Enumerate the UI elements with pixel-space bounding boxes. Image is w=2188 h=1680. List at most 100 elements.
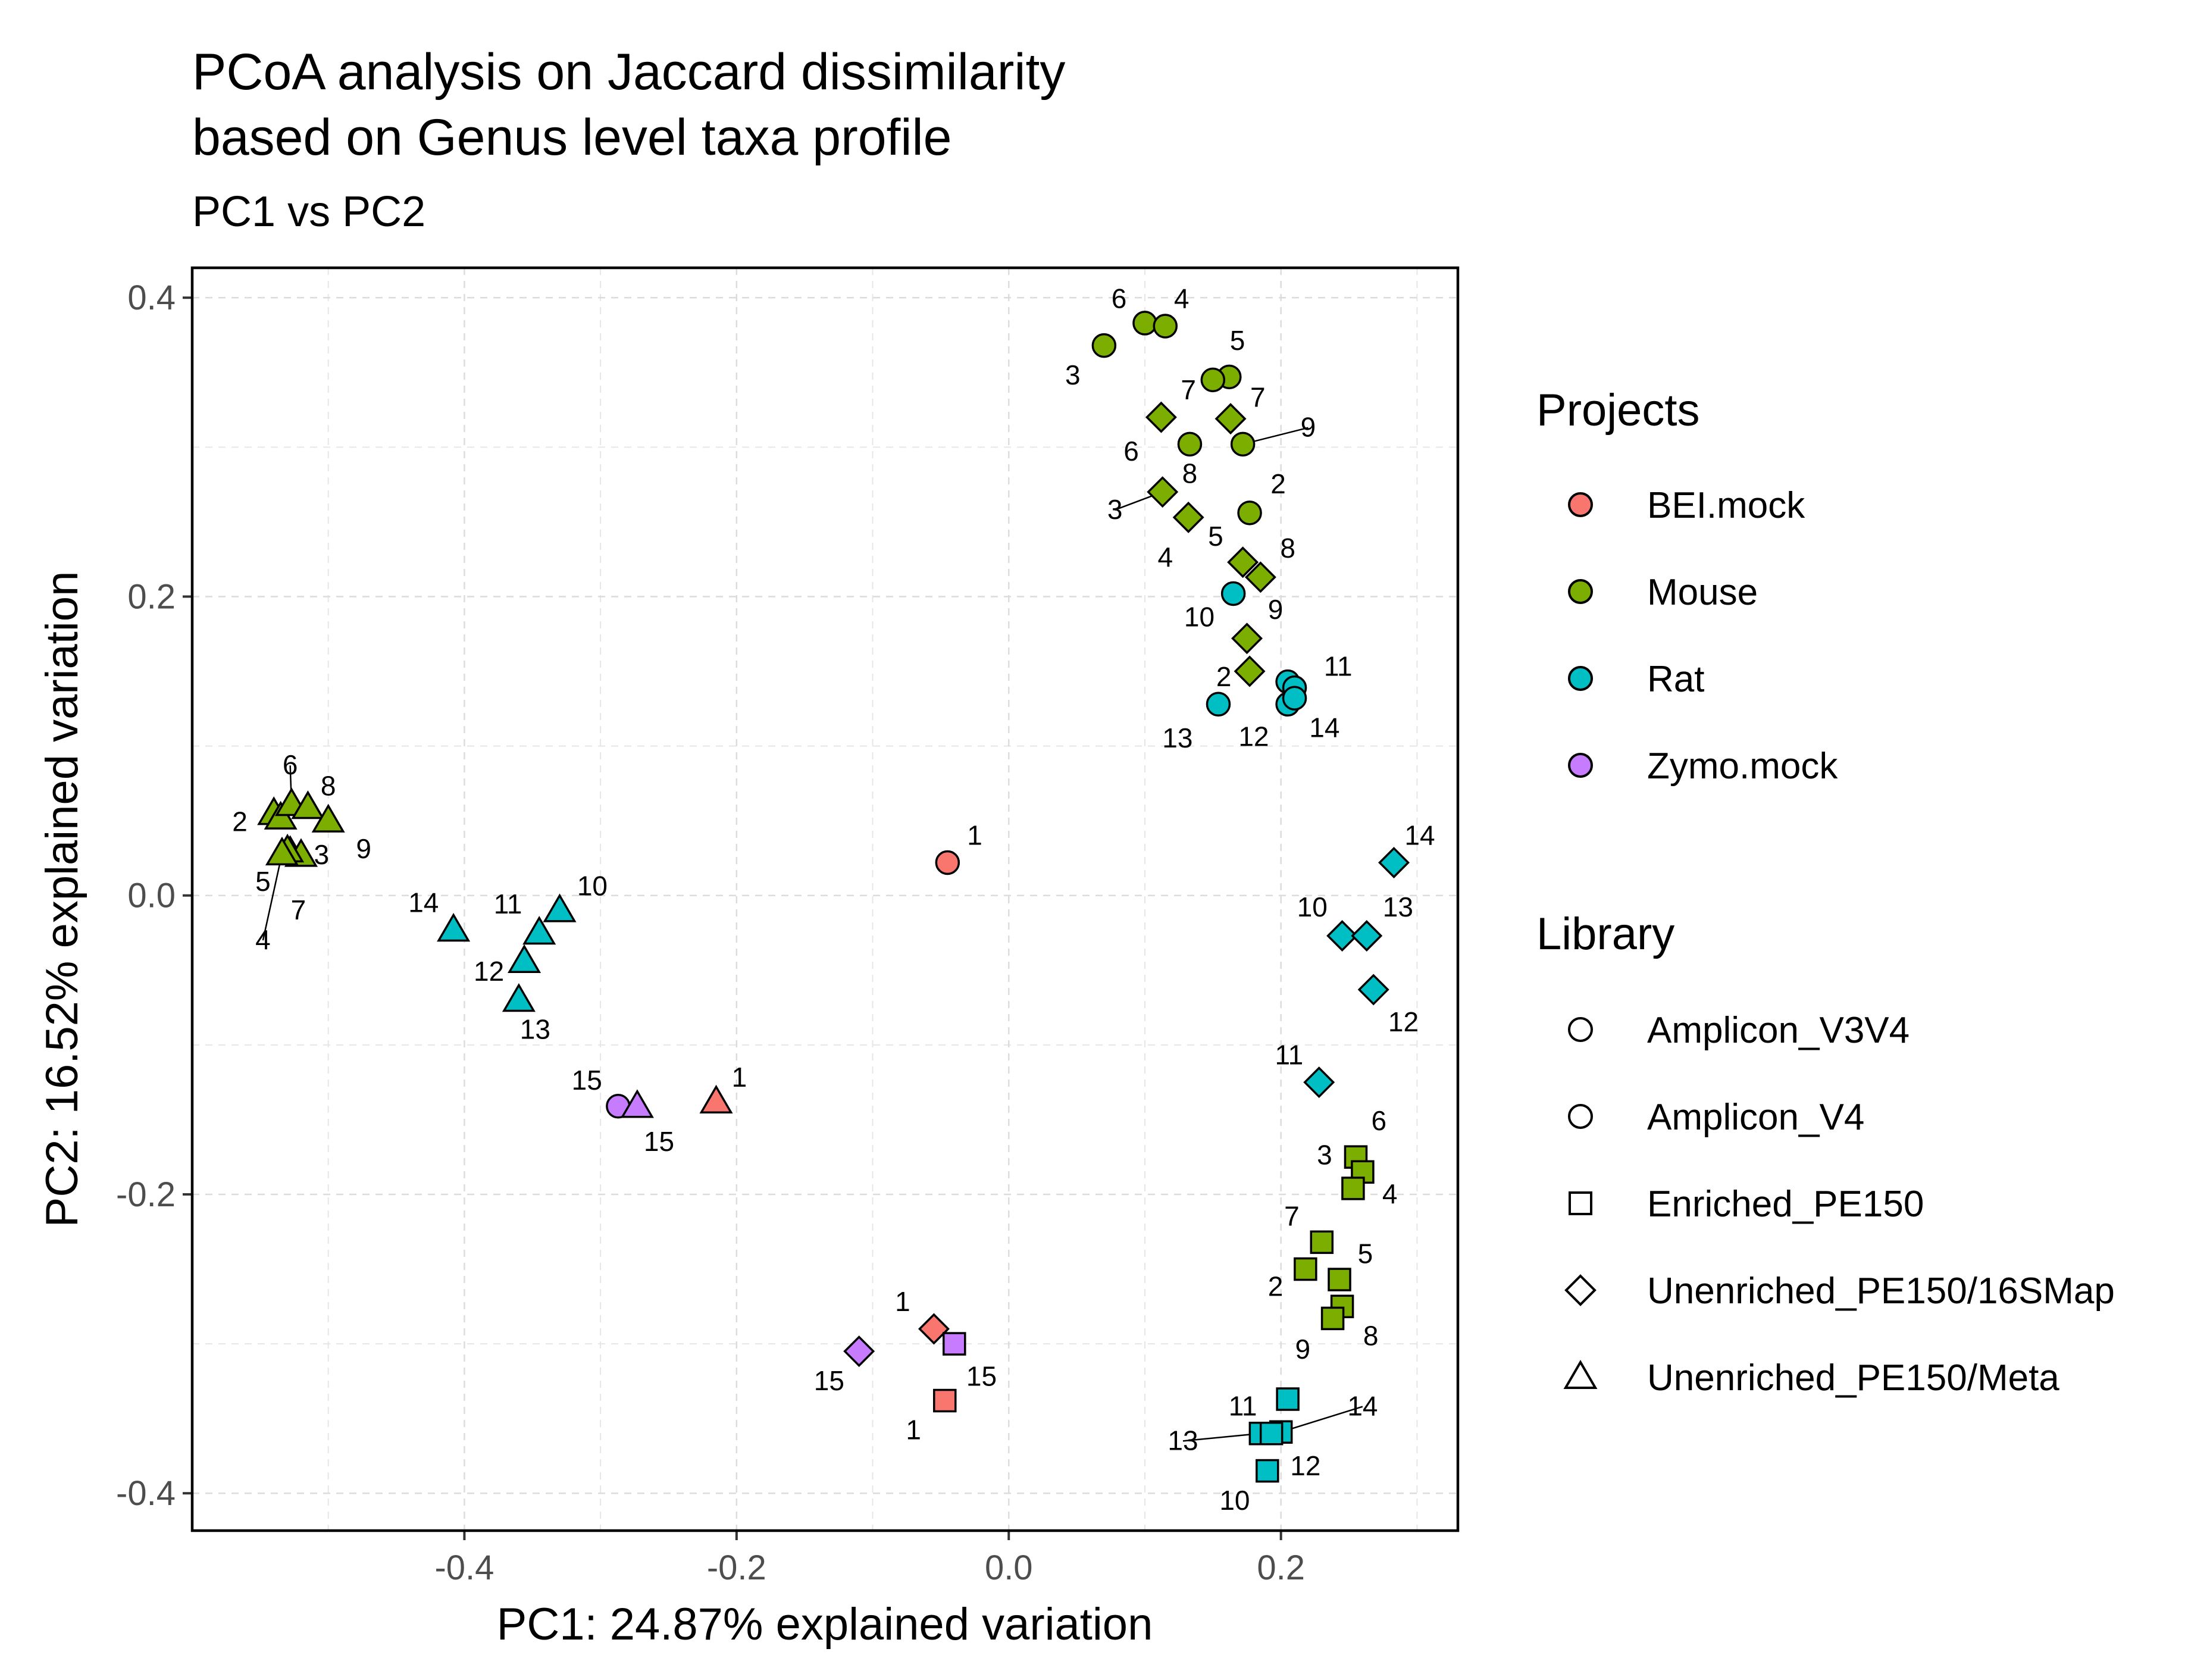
point-label: 5 [1358, 1238, 1373, 1269]
point-label: 10 [577, 871, 608, 902]
point-label: 10 [1184, 602, 1214, 633]
point-label: 9 [1301, 412, 1316, 443]
point-label: 3 [1317, 1140, 1332, 1171]
data-point [1294, 1257, 1317, 1281]
data-point [699, 1084, 733, 1114]
point-label: 11 [1275, 1039, 1304, 1070]
data-point [265, 836, 299, 866]
data-point [1227, 546, 1259, 578]
legend-key [1568, 1104, 1593, 1129]
point-label: 8 [1182, 458, 1198, 489]
y-tick-label: 0.4 [127, 279, 176, 317]
point-label: 7 [1250, 381, 1266, 412]
legend-key [1568, 666, 1593, 691]
point-label: 13 [1162, 722, 1192, 753]
data-point [1328, 1268, 1351, 1291]
legend-library-label: Amplicon_V4 [1647, 1097, 1864, 1138]
data-point [1378, 846, 1410, 878]
point-label: 9 [356, 833, 371, 864]
legend-projects-label: Rat [1647, 659, 1704, 700]
legend-projects-title: Projects [1536, 385, 1700, 436]
legend-key [1568, 492, 1593, 517]
point-label: 2 [1268, 1271, 1284, 1302]
data-point [543, 893, 577, 922]
x-tick-label: 0.2 [1257, 1548, 1305, 1587]
point-label: 6 [283, 749, 298, 780]
axis-ticks: -0.4 -0.2 0.0 0.2 -0.4 -0.2 0.0 0.2 0.4 [116, 279, 1305, 1587]
legend-key [1568, 1017, 1593, 1042]
y-tick-label: -0.2 [116, 1175, 176, 1214]
data-point [943, 1332, 966, 1356]
point-label: 14 [408, 887, 439, 918]
legend-projects-items: BEI.mock Mouse Rat Zymo.mock [1568, 485, 1838, 787]
label-connector [1182, 1432, 1261, 1442]
legend-projects-label: Mouse [1647, 572, 1758, 613]
data-point [1230, 431, 1256, 457]
data-point [1200, 367, 1226, 393]
point-label: 9 [1268, 594, 1284, 625]
legend-key [1568, 753, 1593, 778]
data-point [1220, 581, 1246, 606]
point-label: 11 [494, 889, 522, 919]
data-point [291, 790, 325, 819]
y-axis-label: PC2: 16.52% explained variation [37, 571, 87, 1228]
label-connector [262, 853, 283, 941]
point-label: 6 [1372, 1105, 1387, 1136]
data-point [1320, 1306, 1345, 1331]
legend-library-label: Unenriched_PE150/16SMap [1647, 1271, 2115, 1312]
point-label: 1 [732, 1062, 747, 1093]
point-label: 9 [1295, 1334, 1310, 1365]
data-point [1310, 1230, 1334, 1254]
y-tick-label: 0.2 [127, 577, 176, 616]
data-point [1145, 401, 1177, 433]
data-point [1326, 920, 1358, 952]
data-point [311, 803, 345, 833]
data-point [1276, 1387, 1300, 1411]
data-point [1256, 1459, 1279, 1483]
data-point [1357, 974, 1389, 1006]
grid-lines [192, 268, 1458, 1531]
point-label: 13 [520, 1014, 550, 1045]
point-label: 12 [1290, 1450, 1320, 1481]
point-label: 4 [1174, 283, 1190, 314]
x-tick-label: 0.0 [985, 1548, 1033, 1587]
point-label: 14 [1309, 712, 1339, 743]
data-point [1341, 1177, 1365, 1200]
data-point [1234, 655, 1266, 687]
plot-panel-border [190, 266, 1460, 1532]
legend-library-title: Library [1536, 909, 1674, 959]
legend-key [1569, 1191, 1592, 1215]
legend-library-label: Unenriched_PE150/Meta [1647, 1357, 2059, 1399]
legend-projects-label: Zymo.mock [1647, 746, 1838, 787]
point-label: 1 [906, 1415, 921, 1446]
data-point [437, 912, 471, 942]
y-tick-label: 0.0 [127, 877, 176, 915]
point-label: 10 [1219, 1485, 1250, 1516]
point-label: 7 [291, 894, 306, 925]
point-label: 2 [1270, 468, 1286, 499]
legend-library-items: Amplicon_V3V4 Amplicon_V4 Enriched_PE150 Un… [1563, 1010, 2115, 1399]
point-label: 6 [1123, 436, 1139, 467]
point-label: 1 [895, 1286, 910, 1317]
point-label: 5 [255, 866, 271, 897]
chart-title-line1: PCoA analysis on Jaccard dissimilarity [192, 43, 1065, 101]
data-point [1231, 622, 1263, 655]
legend-key [1563, 1360, 1598, 1389]
point-label: 1 [967, 819, 982, 850]
point-label: 15 [572, 1065, 602, 1096]
point-label: 12 [1388, 1006, 1419, 1037]
data-point [1282, 686, 1307, 711]
point-label: 15 [966, 1360, 997, 1391]
point-label: 4 [255, 924, 271, 955]
point-label: 4 [1382, 1178, 1398, 1209]
point-label: 4 [1157, 542, 1173, 572]
point-label: 3 [1065, 359, 1081, 390]
point-label: 12 [1238, 721, 1269, 752]
data-point [1351, 920, 1383, 952]
legend-projects-label: BEI.mock [1647, 485, 1805, 526]
data-point [1147, 476, 1179, 508]
point-label: 8 [1280, 533, 1295, 564]
chart-subtitle: PC1 vs PC2 [192, 188, 425, 236]
